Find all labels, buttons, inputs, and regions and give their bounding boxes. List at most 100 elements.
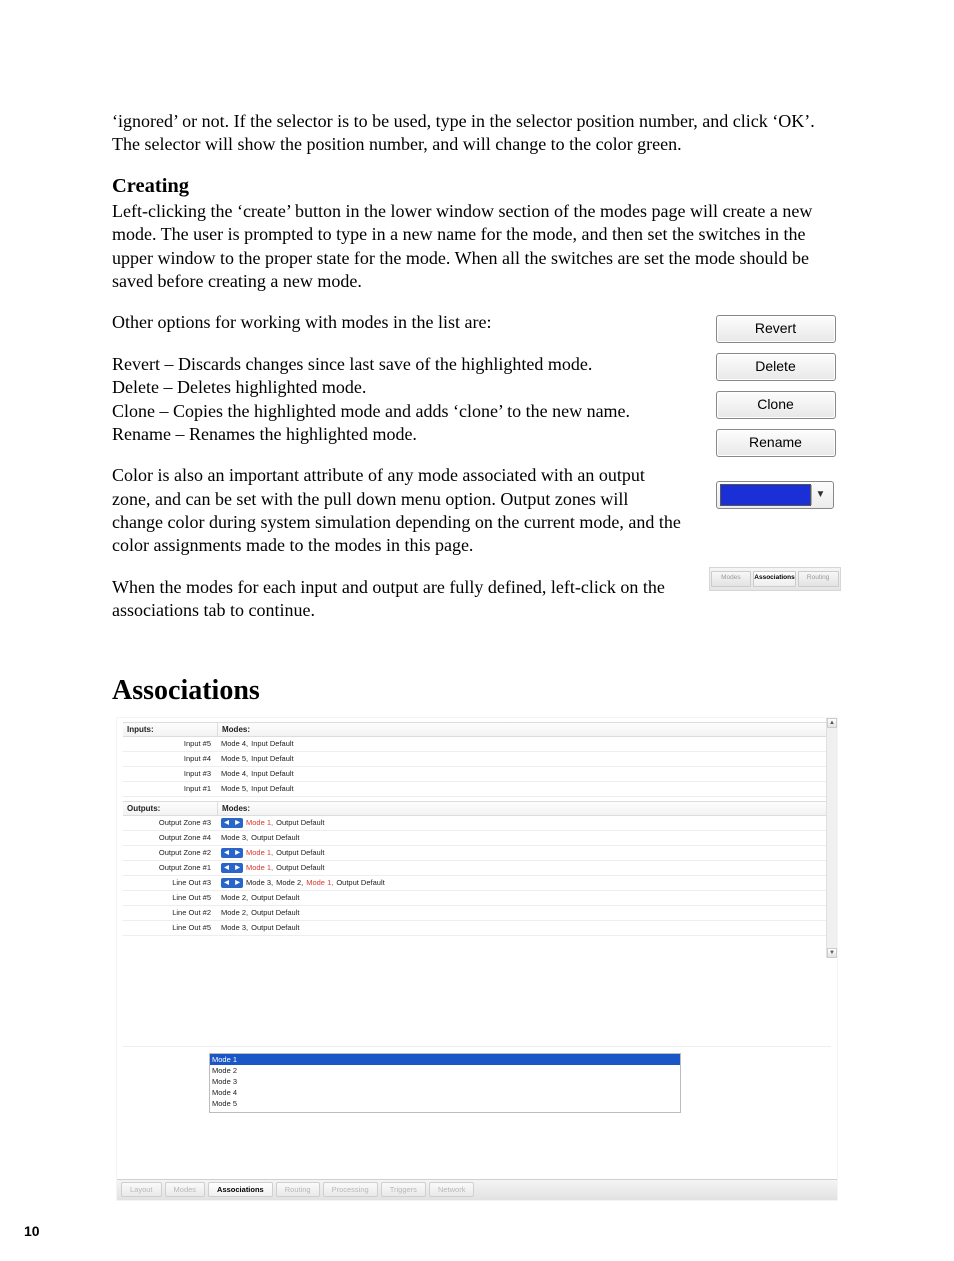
rename-button[interactable]: Rename [716,429,836,457]
mini-tab-modes[interactable]: Modes [711,571,752,587]
table-row[interactable]: Input #3 Mode 4, Input Default [123,767,831,782]
row-name: Input #4 [123,753,217,764]
creating-heading: Creating [112,175,842,198]
outputs-header: Outputs: Modes: [123,801,831,816]
chevron-down-icon[interactable]: ▼ [811,485,830,505]
reorder-arrows-icon[interactable]: ◀▶ [221,878,243,888]
color-picker[interactable]: ▼ [716,481,834,509]
scrollbar[interactable]: ▲ ▼ [826,718,837,958]
table-row[interactable]: Line Out #2Mode 2, Output Default [123,906,831,921]
mode-token: Mode 3, [246,878,273,887]
table-row[interactable]: Output Zone #4Mode 3, Output Default [123,831,831,846]
row-name: Input #1 [123,783,217,794]
mini-tab-routing[interactable]: Routing [798,571,839,587]
modes-label: Modes: [218,723,831,736]
page-number: 10 [24,1223,40,1239]
delete-button[interactable]: Delete [716,353,836,381]
row-modes: Mode 2, Output Default [217,907,831,918]
mode-token: Output Default [251,833,299,842]
row-name: Input #5 [123,738,217,749]
mode-token: Mode 1, [246,848,273,857]
mode-token: Output Default [336,878,384,887]
listbox-item[interactable]: Mode 4 [210,1087,680,1098]
listbox-selected[interactable]: Mode 1 [210,1054,680,1065]
reorder-arrows-icon[interactable]: ◀▶ [221,848,243,858]
creating-p2: Other options for working with modes in … [112,311,681,334]
row-name: Line Out #5 [123,922,217,933]
table-row[interactable]: Input #1Mode 5, Input Default [123,782,831,797]
table-row[interactable]: Output Zone #1◀▶Mode 1, Output Default [123,861,831,876]
mode-token: Input Default [251,739,294,748]
scroll-up-icon[interactable]: ▲ [827,718,837,728]
bottom-tab[interactable]: Processing [323,1182,378,1197]
row-modes: Mode 4, Input Default [217,738,831,749]
table-row[interactable]: Output Zone #3◀▶Mode 1, Output Default [123,816,831,831]
row-modes: Mode 5, Input Default [217,783,831,794]
reorder-arrows-icon[interactable]: ◀▶ [221,818,243,828]
mode-token: Output Default [251,908,299,917]
listbox-item[interactable]: Mode 5 [210,1098,680,1109]
bottom-tab[interactable]: Layout [121,1182,162,1197]
table-row[interactable]: Line Out #5Mode 3, Output Default [123,921,831,936]
inputs-label: Inputs: [123,723,218,736]
row-modes: Mode 3, Output Default [217,832,831,843]
row-name: Input #3 [123,768,217,779]
reorder-arrows-icon[interactable]: ◀▶ [221,863,243,873]
bottom-tab[interactable]: Triggers [381,1182,426,1197]
bottom-tab[interactable]: Associations [208,1182,273,1197]
mode-token: Input Default [251,754,294,763]
revert-button[interactable]: Revert [716,315,836,343]
scroll-down-icon[interactable]: ▼ [827,948,837,958]
bottom-tab-bar: LayoutModesAssociationsRoutingProcessing… [117,1179,837,1200]
mini-tab-strip: Modes Associations Routing [709,567,841,591]
bottom-tab[interactable]: Network [429,1182,475,1197]
mode-token: Mode 1, [246,818,273,827]
opt-revert: Revert – Discards changes since last sav… [112,354,592,374]
clone-button[interactable]: Clone [716,391,836,419]
bottom-tab[interactable]: Routing [276,1182,320,1197]
mode-token: Output Default [251,893,299,902]
row-name: Output Zone #4 [123,832,217,843]
row-modes: Mode 3, Output Default [217,922,831,933]
mode-token: Mode 2, [221,893,248,902]
table-row[interactable]: Line Out #3◀▶Mode 3, Mode 2, Mode 1, Out… [123,876,831,891]
modes-label-2: Modes: [218,802,831,815]
mode-token: Mode 3, [221,923,248,932]
mini-tab-associations[interactable]: Associations [753,571,795,587]
table-row[interactable]: Output Zone #2◀▶Mode 1, Output Default [123,846,831,861]
mode-token: Mode 4, [221,769,248,778]
table-row[interactable]: Input #4Mode 5, Input Default [123,752,831,767]
mode-token: Output Default [276,848,324,857]
row-modes: ◀▶Mode 1, Output Default [217,817,831,829]
mode-token: Input Default [251,784,294,793]
creating-p3: Color is also an important attribute of … [112,464,681,558]
row-modes: ◀▶Mode 1, Output Default [217,862,831,874]
inputs-header: Inputs: Modes: [123,722,831,737]
opt-delete: Delete – Deletes highlighted mode. [112,377,366,397]
row-modes: Mode 5, Input Default [217,753,831,764]
mode-token: Output Default [276,863,324,872]
mode-listbox[interactable]: Mode 1 Mode 2Mode 3Mode 4Mode 5 [209,1053,681,1113]
opt-clone: Clone – Copies the highlighted mode and … [112,401,630,421]
color-swatch [720,484,811,506]
mode-token: Mode 4, [221,739,248,748]
mode-token: Output Default [251,923,299,932]
outputs-label: Outputs: [123,802,218,815]
mode-token: Mode 2, [221,908,248,917]
row-modes: ◀▶Mode 3, Mode 2, Mode 1, Output Default [217,877,831,889]
table-row[interactable]: Line Out #5Mode 2, Output Default [123,891,831,906]
mode-token: Mode 3, [221,833,248,842]
associations-heading: Associations [112,675,842,707]
creating-p4: When the modes for each input and output… [112,576,681,623]
creating-p1: Left-clicking the ‘create’ button in the… [112,200,842,294]
row-name: Output Zone #3 [123,817,217,828]
listbox-item[interactable]: Mode 2 [210,1065,680,1076]
row-modes: Mode 2, Output Default [217,892,831,903]
mode-token: Mode 5, [221,784,248,793]
listbox-item[interactable]: Mode 3 [210,1076,680,1087]
associations-screenshot: ▲ ▼ Inputs: Modes: Input #5Mode 4, Input… [116,717,838,1201]
bottom-tab[interactable]: Modes [165,1182,206,1197]
mode-token: Input Default [251,769,294,778]
intro-paragraph: ‘ignored’ or not. If the selector is to … [112,110,842,157]
table-row[interactable]: Input #5Mode 4, Input Default [123,737,831,752]
